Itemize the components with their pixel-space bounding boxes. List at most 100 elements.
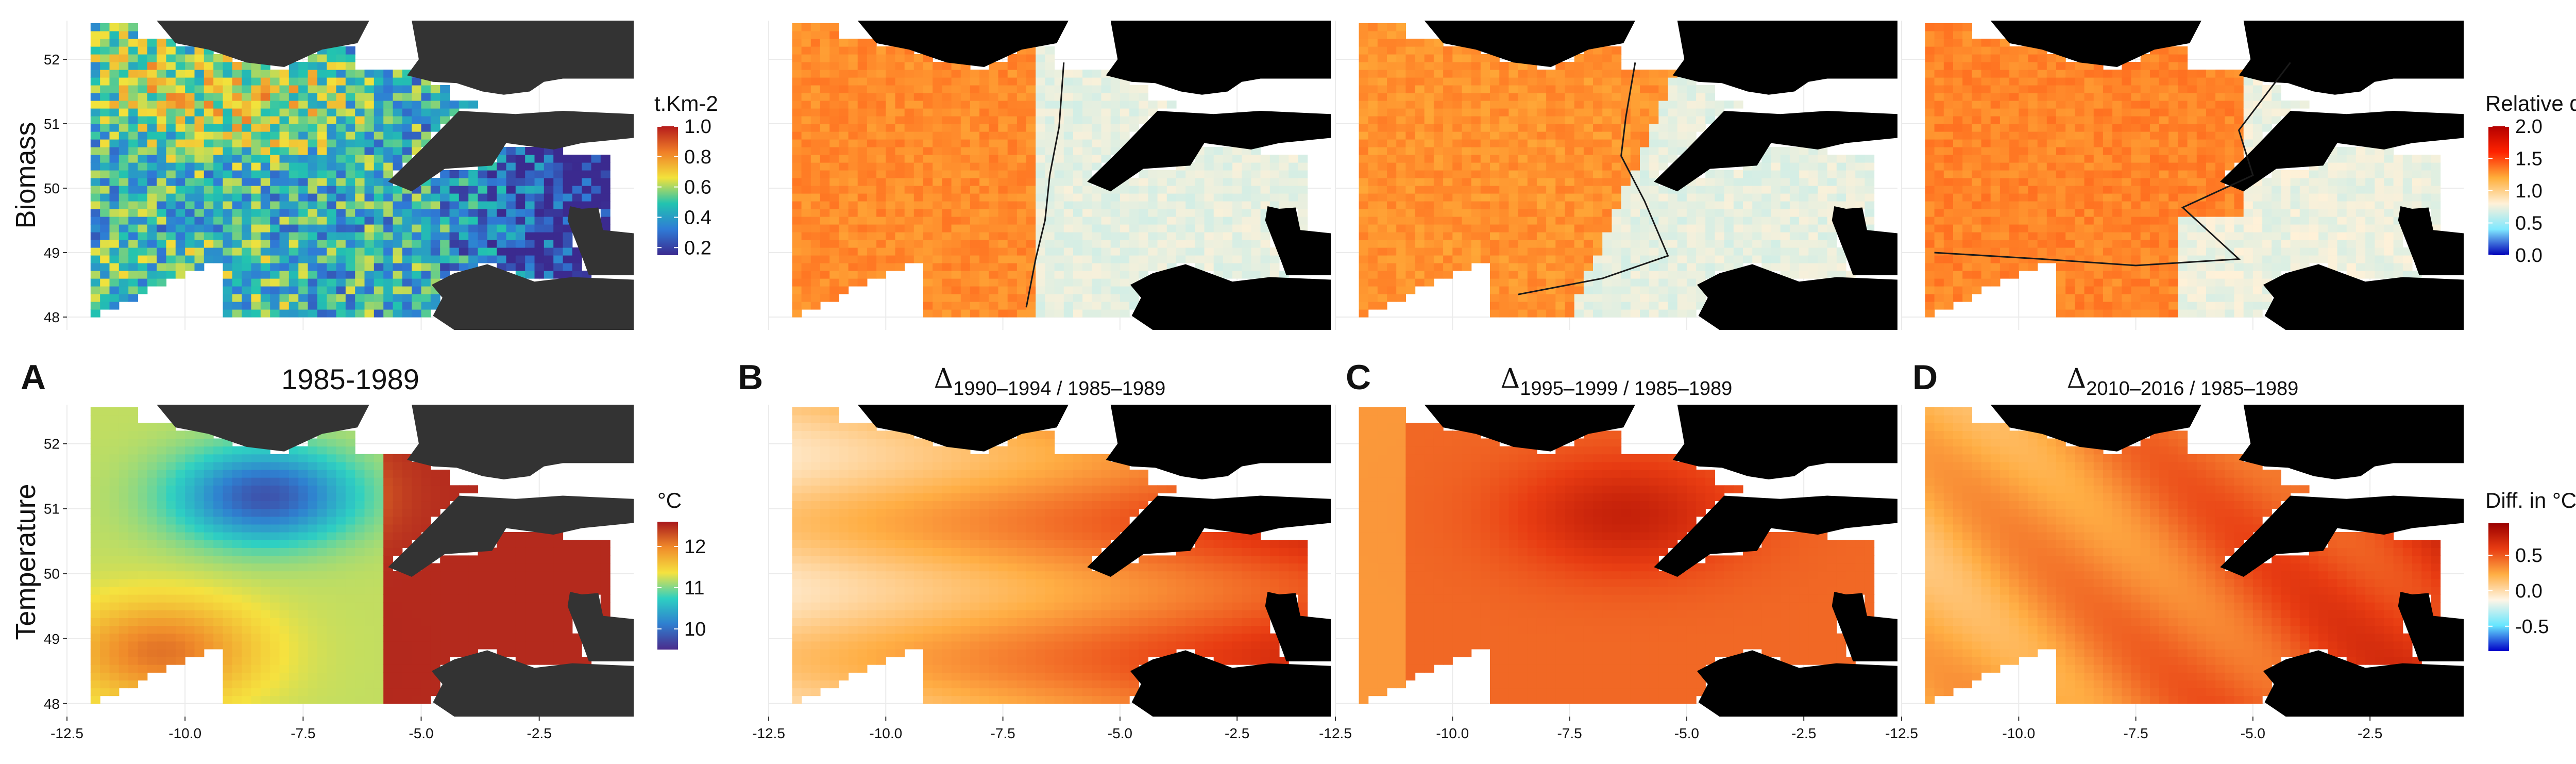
y-axis-ticks: 52 51 50 49 48 bbox=[44, 436, 67, 712]
heatmap-cells bbox=[90, 23, 611, 318]
x-tick-label: -2.5 bbox=[527, 725, 552, 741]
legend-tick-label: 0.5 bbox=[2515, 545, 2543, 567]
land-mask bbox=[157, 405, 634, 717]
x-tick-label: -5.0 bbox=[2241, 725, 2265, 741]
x-tick-label: -10.0 bbox=[869, 725, 902, 741]
delta-subscript: 1995–1999 / 1985–1989 bbox=[1520, 378, 1732, 400]
legend-tick-label: 0.0 bbox=[2515, 245, 2543, 267]
x-tick-label: -7.5 bbox=[990, 725, 1015, 741]
heatmap-cells bbox=[1925, 23, 2441, 318]
panel-letter-a: A bbox=[21, 358, 46, 397]
panel-biomass-c bbox=[1335, 21, 1897, 330]
x-axis-ticks: -12.5 -10.0 -7.5 -5.0 -2.5 bbox=[50, 717, 552, 741]
legend-relative: Relative diff.2.0 1.5 1.0 0.5 0.0 bbox=[2485, 91, 2576, 267]
panel-letter-c: C bbox=[1346, 358, 1371, 397]
panel-temperature-a: 52 51 50 49 48 -12.5 -10.0 -7.5 -5.0 -2.5 bbox=[44, 405, 634, 741]
panel-biomass-d bbox=[1901, 21, 2464, 330]
legend-color-bar bbox=[657, 522, 678, 650]
legend-tick-label: 0.5 bbox=[2515, 213, 2543, 235]
panel-title: 1985-1989 bbox=[281, 363, 419, 395]
heatmap-cells bbox=[1925, 407, 2441, 704]
x-tick-label: -12.5 bbox=[50, 725, 83, 741]
legend-tick-label: 0.6 bbox=[684, 177, 711, 198]
land-mask bbox=[1424, 21, 1897, 330]
legend-color-bar bbox=[657, 126, 678, 255]
delta-symbol: Δ bbox=[934, 363, 954, 394]
x-tick-label: -12.5 bbox=[1885, 725, 1918, 741]
legend-tick-label: 1.0 bbox=[684, 116, 711, 138]
panel-biomass-a: 52 51 50 49 48 bbox=[44, 21, 634, 330]
x-tick-label: -12.5 bbox=[1319, 725, 1352, 741]
panel-temperature-b: -12.5 -10.0 -7.5 -5.0 -2.5 bbox=[752, 405, 1331, 741]
panel-letter-b: B bbox=[738, 358, 763, 397]
legend-tick-label: 2.0 bbox=[2515, 116, 2543, 138]
legend-temperature: °C 12 11 10 bbox=[657, 488, 706, 650]
legend-title: t.Km-2 bbox=[654, 91, 718, 115]
panel-temperature-c: -12.5 -10.0 -7.5 -5.0 -2.5 bbox=[1319, 405, 1897, 741]
row-label-temperature: Temperature bbox=[10, 484, 41, 640]
panel-title: Δ2010–2016 / 1985–1989 bbox=[2067, 363, 2299, 400]
legend-color-bar bbox=[2488, 523, 2509, 651]
legend-tick-label: 10 bbox=[684, 619, 706, 640]
panel-temperature-d: -12.5 -10.0 -7.5 -5.0 -2.5 bbox=[1885, 405, 2464, 741]
legend-biomass: t.Km-21.0 0.8 0.6 0.4 0.2 bbox=[654, 91, 718, 259]
contour-line bbox=[1518, 62, 1669, 295]
delta-symbol: Δ bbox=[2067, 363, 2087, 394]
y-tick-label: 49 bbox=[44, 631, 60, 647]
heatmap-cells bbox=[792, 407, 1308, 704]
panel-title: Δ1995–1999 / 1985–1989 bbox=[1501, 363, 1733, 400]
legend-tick-label: 0.4 bbox=[684, 207, 711, 228]
y-tick-label: 51 bbox=[44, 501, 60, 517]
x-tick-label: -5.0 bbox=[1108, 725, 1132, 741]
legend-tick-label: 11 bbox=[684, 577, 704, 599]
x-tick-label: -10.0 bbox=[1436, 725, 1469, 741]
land-mask bbox=[857, 21, 1331, 330]
legend-tick-label: 0.8 bbox=[684, 146, 711, 168]
x-tick-label: -10.0 bbox=[168, 725, 201, 741]
x-tick-label: -7.5 bbox=[291, 725, 315, 741]
legend-title: °C bbox=[657, 488, 682, 512]
legend-tick-label: -0.5 bbox=[2515, 616, 2549, 638]
legend-tick-label: 0.2 bbox=[684, 237, 711, 259]
delta-symbol: Δ bbox=[1501, 363, 1520, 394]
y-tick-label: 48 bbox=[44, 696, 60, 712]
legend-tick-label: 0.0 bbox=[2515, 580, 2543, 602]
heatmap-cells bbox=[1359, 407, 1875, 704]
x-axis-ticks: -12.5 -10.0 -7.5 -5.0 -2.5 bbox=[1885, 717, 2382, 741]
legend-difference: Diff. in °C 0.5 0.0 -0.5 bbox=[2485, 488, 2576, 651]
delta-subscript: 1990–1994 / 1985–1989 bbox=[953, 378, 1165, 400]
y-tick-label: 52 bbox=[44, 52, 60, 68]
land-mask bbox=[1990, 405, 2464, 717]
x-tick-label: -10.0 bbox=[2002, 725, 2035, 741]
legend-tick-label: 1.5 bbox=[2515, 148, 2543, 170]
legend-tick-label: 1.0 bbox=[2515, 180, 2543, 202]
legend-title: Diff. in °C bbox=[2485, 488, 2576, 512]
land-mask bbox=[857, 405, 1331, 717]
x-tick-label: -2.5 bbox=[1225, 725, 1249, 741]
land-mask bbox=[1424, 405, 1897, 717]
contour-line bbox=[1025, 62, 1065, 308]
legend-tick-label: 12 bbox=[684, 536, 706, 558]
y-tick-label: 48 bbox=[44, 309, 60, 325]
panel-biomass-b bbox=[768, 21, 1331, 330]
heatmap-cells bbox=[1359, 23, 1875, 318]
y-tick-label: 52 bbox=[44, 436, 60, 452]
heatmap-cells bbox=[90, 407, 611, 704]
x-tick-label: -7.5 bbox=[2123, 725, 2148, 741]
panel-title: Δ1990–1994 / 1985–1989 bbox=[934, 363, 1166, 400]
x-tick-label: -2.5 bbox=[2358, 725, 2382, 741]
land-mask bbox=[1990, 21, 2464, 330]
legend-title: Relative diff. bbox=[2485, 91, 2576, 115]
x-tick-label: -12.5 bbox=[752, 725, 785, 741]
x-tick-label: -2.5 bbox=[1791, 725, 1816, 741]
x-axis-ticks: -12.5 -10.0 -7.5 -5.0 -2.5 bbox=[752, 717, 1249, 741]
heatmap-cells bbox=[792, 23, 1308, 318]
y-tick-label: 50 bbox=[44, 566, 60, 582]
x-axis-ticks: -12.5 -10.0 -7.5 -5.0 -2.5 bbox=[1319, 717, 1816, 741]
y-axis-ticks: 52 51 50 49 48 bbox=[44, 52, 67, 325]
x-tick-label: -5.0 bbox=[409, 725, 433, 741]
panel-letter-d: D bbox=[1912, 358, 1938, 397]
y-tick-label: 49 bbox=[44, 245, 60, 261]
x-tick-label: -7.5 bbox=[1557, 725, 1582, 741]
